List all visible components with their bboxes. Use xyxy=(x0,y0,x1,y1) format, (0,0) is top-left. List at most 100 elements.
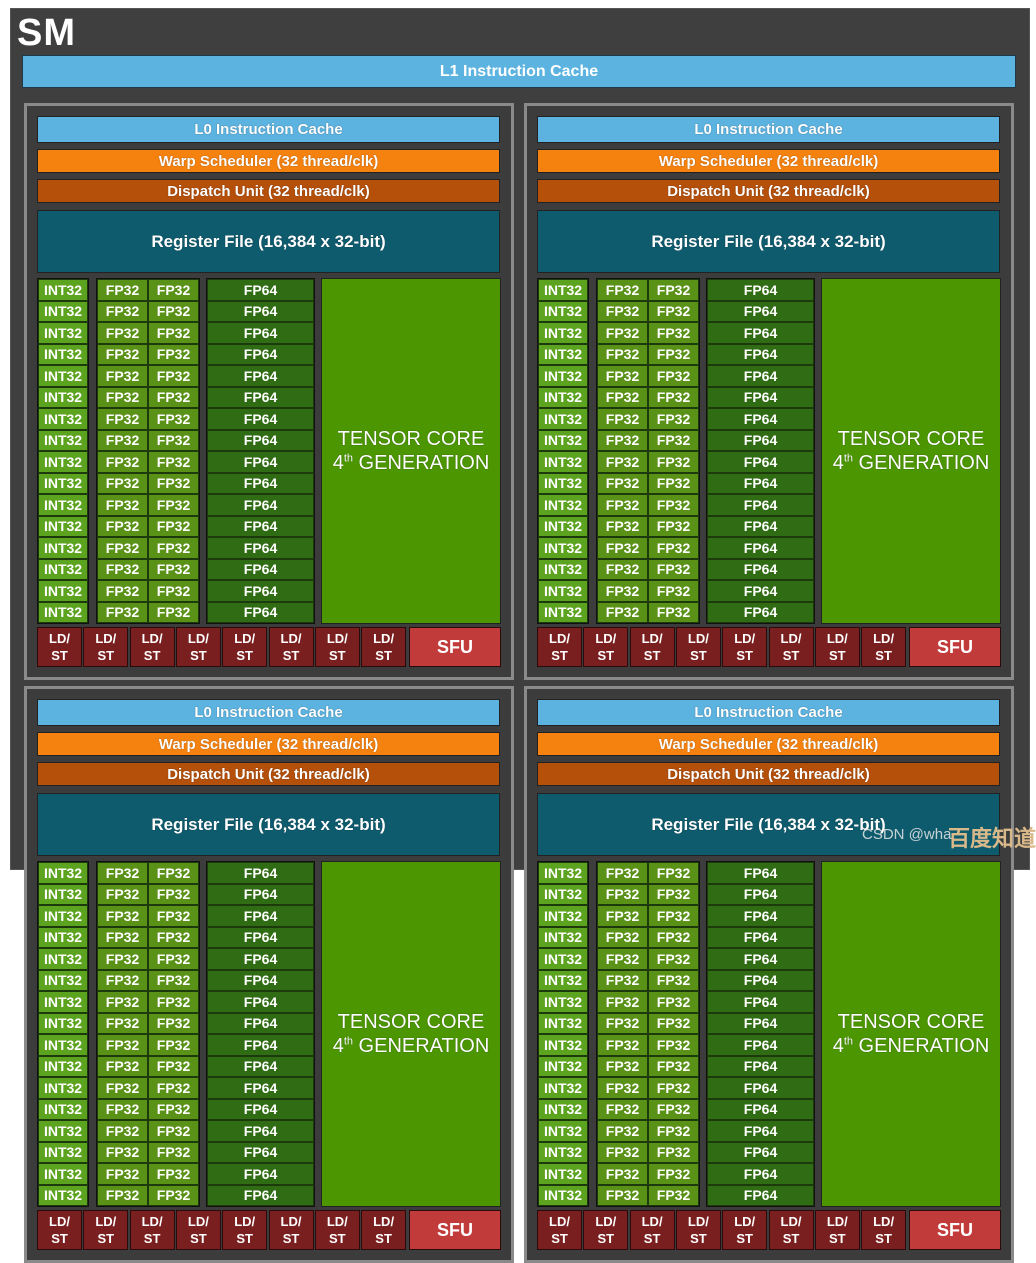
fp64-unit: FP64 xyxy=(707,883,814,905)
ld-st-label-bottom: ST xyxy=(875,648,892,663)
int32-unit: INT32 xyxy=(538,905,588,927)
fp64-unit: FP64 xyxy=(207,580,314,602)
fp64-unit: FP64 xyxy=(207,408,314,430)
int32-unit: INT32 xyxy=(538,1098,588,1120)
int32-unit: INT32 xyxy=(538,558,588,580)
ld-st-unit: LD/ST xyxy=(175,627,221,667)
fp32-unit: FP32 xyxy=(597,365,648,387)
fp32-unit: FP32 xyxy=(597,1012,648,1034)
fp64-unit: FP64 xyxy=(207,1120,314,1142)
fp32-unit: FP32 xyxy=(597,429,648,451)
tensor-generation-label: GENERATION xyxy=(353,1035,490,1057)
fp32-unit: FP32 xyxy=(597,300,648,322)
fp32-unit: FP32 xyxy=(648,991,699,1013)
int32-unit: INT32 xyxy=(538,948,588,970)
ld-st-label-bottom: ST xyxy=(551,1231,568,1246)
int32-unit: INT32 xyxy=(538,515,588,537)
fp32-unit: FP32 xyxy=(648,601,699,623)
fp64-unit: FP64 xyxy=(207,451,314,473)
fp32-unit: FP32 xyxy=(148,1055,199,1077)
ld-st-unit: LD/ST xyxy=(583,627,629,667)
ld-st-label-bottom: ST xyxy=(328,1231,346,1246)
ld-st-unit: LD/ST xyxy=(814,627,860,667)
int32-unit: INT32 xyxy=(38,472,88,494)
fp32-unit: FP32 xyxy=(97,991,148,1013)
fp32-unit: FP32 xyxy=(648,472,699,494)
ld-st-unit: LD/ST xyxy=(861,627,907,667)
fp32-unit: FP32 xyxy=(597,537,648,559)
tensor-generation-number: 4 xyxy=(332,1035,344,1057)
fp32-unit: FP32 xyxy=(97,1163,148,1185)
int32-unit: INT32 xyxy=(538,1012,588,1034)
fp32-unit: FP32 xyxy=(597,969,648,991)
fp32-unit: FP32 xyxy=(97,429,148,451)
fp32-unit: FP32 xyxy=(148,300,199,322)
fp32-unit: FP32 xyxy=(597,1034,648,1056)
fp32-unit: FP32 xyxy=(648,558,699,580)
ld-st-unit: LD/ST xyxy=(83,1210,129,1250)
ld-st-unit: LD/ST xyxy=(861,1210,907,1250)
fp32-unit: FP32 xyxy=(97,1077,148,1099)
fp64-unit: FP64 xyxy=(707,537,814,559)
int32-unit: INT32 xyxy=(538,1120,588,1142)
fp64-unit: FP64 xyxy=(207,948,314,970)
fp64-unit: FP64 xyxy=(707,322,814,344)
fp32-unit: FP32 xyxy=(97,1012,148,1034)
int32-unit: INT32 xyxy=(38,365,88,387)
ld-st-label-top: LD/ xyxy=(780,631,802,646)
fp64-unit: FP64 xyxy=(707,494,814,516)
int32-unit: INT32 xyxy=(538,969,588,991)
ld-st-label-top: LD/ xyxy=(687,631,709,646)
fp32-unit: FP32 xyxy=(148,322,199,344)
fp32-unit: FP32 xyxy=(148,365,199,387)
int32-unit: INT32 xyxy=(538,343,588,365)
fp32-unit: FP32 xyxy=(148,451,199,473)
fp64-unit: FP64 xyxy=(207,279,314,301)
ld-st-unit: LD/ST xyxy=(268,627,314,667)
tensor-core: TENSOR CORE 4th GENERATION xyxy=(321,278,501,624)
fp64-unit: FP64 xyxy=(707,1055,814,1077)
fp32-unit: FP32 xyxy=(597,1055,648,1077)
fp32-unit: FP32 xyxy=(648,386,699,408)
sm-title: SM xyxy=(17,12,76,54)
fp64-unit: FP64 xyxy=(207,537,314,559)
fp32-unit: FP32 xyxy=(597,926,648,948)
int32-unit: INT32 xyxy=(38,862,88,884)
fp64-unit: FP64 xyxy=(707,905,814,927)
fp32-unit: FP32 xyxy=(648,343,699,365)
fp64-unit: FP64 xyxy=(707,1163,814,1185)
register-file: Register File (16,384 x 32-bit) xyxy=(37,210,500,273)
ld-st-label-top: LD/ xyxy=(780,1214,802,1229)
l1-instruction-cache: L1 Instruction Cache xyxy=(22,55,1016,88)
ld-st-unit: LD/ST xyxy=(314,627,360,667)
fp32-unit: FP32 xyxy=(148,926,199,948)
fp64-unit: FP64 xyxy=(707,1141,814,1163)
ld-st-label-bottom: ST xyxy=(282,1231,300,1246)
fp64-unit: FP64 xyxy=(207,472,314,494)
ld-st-label-bottom: ST xyxy=(51,1231,68,1246)
ld-st-label-bottom: ST xyxy=(597,1231,615,1246)
fp32-unit: FP32 xyxy=(148,343,199,365)
fp32-unit: FP32 xyxy=(597,580,648,602)
fp32-unit: FP32 xyxy=(648,862,699,884)
ld-st-label-bottom: ST xyxy=(190,648,207,663)
ld-st-label-bottom: ST xyxy=(97,648,115,663)
tensor-generation-label: GENERATION xyxy=(853,1035,990,1057)
sfu-unit: SFU xyxy=(409,627,501,667)
fp32-unit: FP32 xyxy=(148,558,199,580)
tensor-core-label: TENSOR CORE xyxy=(337,428,485,450)
ld-st-unit: LD/ST xyxy=(675,627,721,667)
fp32-unit: FP32 xyxy=(148,515,199,537)
fp64-unit: FP64 xyxy=(707,365,814,387)
int32-unit: INT32 xyxy=(538,580,588,602)
fp32-unit: FP32 xyxy=(148,580,199,602)
int32-unit: INT32 xyxy=(38,1012,88,1034)
fp64-unit: FP64 xyxy=(207,991,314,1013)
ld-st-label-top: LD/ xyxy=(49,1214,70,1229)
fp64-unit: FP64 xyxy=(207,1184,314,1206)
ld-st-label-bottom: ST xyxy=(143,1231,161,1246)
fp32-unit: FP32 xyxy=(148,948,199,970)
fp32-unit: FP32 xyxy=(97,1055,148,1077)
ld-st-unit: LD/ST xyxy=(361,1210,407,1250)
ld-st-unit: LD/ST xyxy=(537,1210,582,1250)
